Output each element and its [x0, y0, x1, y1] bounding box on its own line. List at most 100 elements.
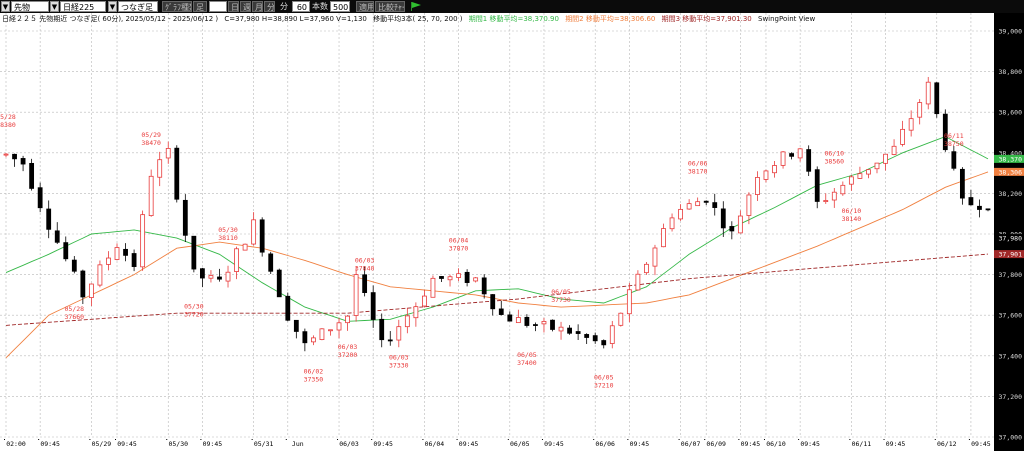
candle-body — [567, 327, 572, 334]
swing-label-price: 37730 — [551, 296, 571, 304]
candle-body — [80, 270, 86, 298]
time-axis-mark — [371, 439, 373, 440]
candle-body — [891, 145, 897, 155]
swing-label-date: 05/28 — [0, 113, 16, 121]
time-axis-tick: 05/31 — [254, 440, 274, 448]
candle-body — [755, 177, 760, 195]
candle-body — [447, 276, 453, 281]
candle-body — [387, 339, 393, 342]
compare-chart-button[interactable]: 比較ﾁｬｰﾄ — [375, 1, 405, 12]
candle-body — [712, 202, 718, 208]
contract-dropdown-arrow[interactable]: ▼ — [108, 1, 117, 12]
bar-count-input[interactable]: 500 — [330, 1, 350, 12]
day-button[interactable]: 日 — [228, 1, 239, 12]
candle-body — [20, 158, 26, 165]
time-axis-labels: 02:00 09:45 05/29 09:45 05/30 09:45 05/31 Jun 06… — [4, 439, 991, 448]
swing-label-price: 37330 — [389, 361, 409, 369]
index-select[interactable]: 日経225 — [60, 1, 106, 12]
candle-body — [157, 159, 163, 178]
candle-body — [140, 214, 146, 268]
time-axis-mark — [678, 439, 680, 440]
time-axis-tick: 09:45 — [741, 440, 761, 448]
candle-body — [737, 215, 743, 234]
candle-body — [422, 295, 427, 307]
swing-label-date: 05/29 — [141, 131, 161, 139]
candle-body — [37, 187, 43, 209]
candle-body — [54, 230, 60, 243]
minute-button[interactable]: 分 — [264, 1, 275, 12]
time-axis-tick: 06/07 — [681, 440, 701, 448]
price-tag-box — [994, 167, 1024, 176]
candle-body — [251, 219, 257, 245]
price-tag-label: 38,370 — [999, 155, 1023, 163]
time-axis-tick: 02:00 — [6, 440, 26, 448]
ma-settings: 移動平均3本( 25, 70, 200 ) — [373, 15, 463, 23]
bar-count-label: 本数 — [312, 2, 328, 11]
time-axis-tick: 06/12 — [937, 440, 957, 448]
candle-body — [285, 295, 291, 321]
swing-label-date: 06/05 — [594, 374, 614, 382]
price-axis-background — [994, 13, 1024, 451]
candle-body — [174, 147, 180, 200]
swing-label-price: 37720 — [184, 311, 204, 319]
time-axis-tick: 09:45 — [971, 440, 991, 448]
apply-button[interactable]: 適用 — [356, 1, 374, 12]
candle-body — [336, 322, 342, 331]
candle-body — [626, 289, 632, 315]
contract-select[interactable]: つなぎ足 — [118, 1, 158, 12]
month-button[interactable]: 月 — [252, 1, 263, 12]
candle-body — [874, 162, 880, 170]
candle-body — [848, 176, 854, 185]
candle-body — [507, 314, 513, 322]
candle-body — [814, 169, 820, 202]
price-tag-label: 37,901 — [999, 251, 1023, 259]
bar-type-button[interactable]: 足 — [193, 1, 207, 12]
chart-info-line: 日経２２５ 先物期近 つなぎ足( 60分), 2025/05/12 - 2025… — [2, 14, 819, 24]
candle-body — [789, 153, 794, 157]
price-axis-tick: 38,600 — [999, 109, 1023, 117]
price-tag-box — [994, 250, 1024, 259]
time-axis-tick: 06/03 — [339, 440, 359, 448]
swing-label-price: 38170 — [688, 168, 708, 176]
candle-body — [558, 326, 564, 332]
instrument-select[interactable]: 先物 — [11, 1, 49, 12]
swing-label-date: 06/05 — [551, 288, 571, 296]
candle-body — [772, 165, 777, 174]
chart-title: 日経２２５ 先物期近 つなぎ足( 60分), 2025/05/12 - 2025… — [2, 15, 219, 23]
swing-label-date: 06/06 — [688, 160, 708, 168]
candle-body — [746, 194, 752, 216]
candle-body — [302, 331, 308, 344]
candle-body — [524, 316, 530, 326]
interval-input[interactable]: 60 — [292, 1, 310, 12]
time-axis-mark — [934, 439, 936, 440]
candle-body — [225, 271, 231, 282]
swing-label-date: 05/28 — [65, 305, 85, 313]
swing-label-price: 38750 — [944, 140, 964, 148]
swing-label-price: 38110 — [218, 234, 238, 242]
swing-label-price: 37400 — [517, 359, 537, 367]
time-axis-tick: Jun — [292, 440, 304, 448]
candle-body — [114, 247, 120, 260]
candle-body — [823, 200, 829, 202]
candle-body — [968, 197, 974, 206]
time-axis-mark — [763, 439, 765, 440]
candle-body — [242, 243, 248, 251]
index-dropdown-arrow[interactable]: ▼ — [50, 1, 59, 12]
candle-body — [541, 321, 547, 325]
green-flag-icon[interactable] — [410, 1, 422, 12]
candle-body — [866, 169, 871, 175]
candle-body — [293, 319, 299, 332]
week-button[interactable]: 週 — [240, 1, 251, 12]
price-tag-label: 37,980 — [999, 235, 1023, 243]
period-input[interactable] — [209, 1, 227, 12]
instrument-dropdown-arrow[interactable]: ▼ — [1, 1, 10, 12]
candle-body — [686, 203, 692, 210]
time-axis-mark — [627, 439, 629, 440]
candlesticks — [3, 76, 991, 352]
chart-type-button[interactable]: ｸﾞﾗﾌ種類 — [162, 1, 192, 12]
candle-body — [763, 170, 769, 180]
price-chart[interactable]: 05/283838005/283766005/293847005/3037720… — [0, 13, 1024, 451]
swing-label-date: 06/11 — [944, 132, 964, 140]
candle-body — [959, 168, 965, 199]
chart-background — [0, 13, 1024, 451]
